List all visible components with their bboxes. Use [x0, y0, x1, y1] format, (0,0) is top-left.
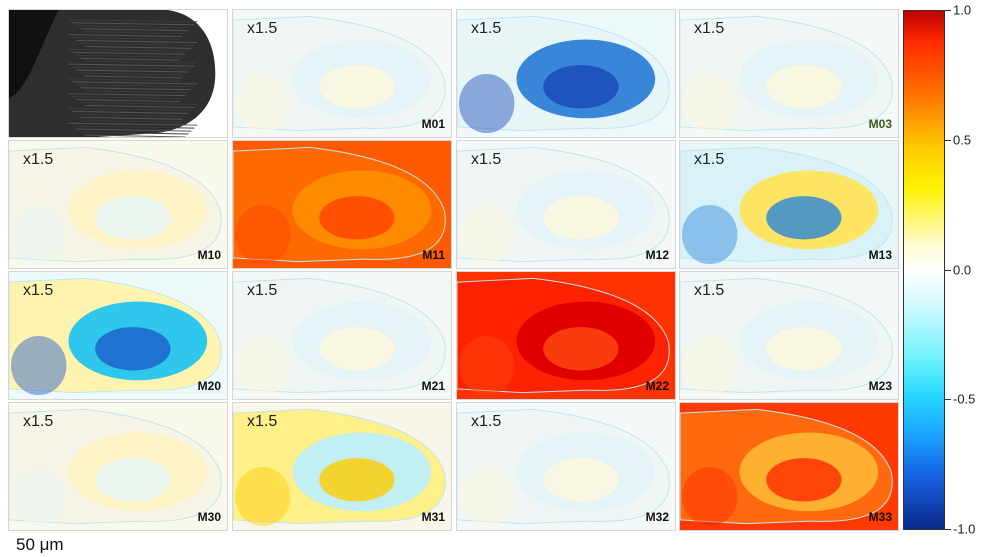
- polarization-map: [680, 277, 893, 396]
- scale-factor-label: x1.5: [247, 20, 278, 37]
- panel-m03: x1.5 M03: [679, 9, 899, 138]
- polarization-map: [680, 408, 893, 527]
- panel-m23: x1.5 M23: [679, 271, 899, 400]
- polarization-map: [457, 15, 670, 134]
- panel-micrograph: [8, 9, 228, 138]
- scale-factor-label: x1.5: [471, 151, 502, 168]
- micrograph-image: [9, 10, 216, 137]
- scale-bar-label: 50 μm: [16, 535, 64, 554]
- polarization-map: [233, 408, 446, 527]
- polarization-map: [457, 277, 670, 396]
- polarization-map: [680, 146, 893, 265]
- colorbar-tick-label: 1.0: [953, 2, 972, 18]
- polarization-map: [9, 408, 222, 527]
- scale-factor-label: x1.5: [247, 413, 278, 430]
- polarization-map: [233, 146, 446, 265]
- panel-label: M30: [197, 510, 221, 524]
- colorbar-tick: [945, 269, 951, 271]
- panel-m12: x1.5 M12: [456, 140, 676, 269]
- panel-label: M13: [868, 248, 892, 262]
- polarization-map: [9, 146, 222, 265]
- polarization-map: [457, 408, 670, 527]
- panel-label: M33: [868, 510, 892, 524]
- panel-label: M23: [868, 379, 892, 393]
- scale-factor-label: x1.5: [694, 151, 725, 168]
- panel-label: M01: [421, 117, 445, 131]
- panel-m32: x1.5 M32: [456, 402, 676, 531]
- panel-label: M10: [197, 248, 221, 262]
- panel-label: M12: [645, 248, 669, 262]
- scale-factor-label: x1.5: [694, 282, 725, 299]
- scale-factor-label: x1.5: [23, 282, 54, 299]
- panel-m02: x1.5: [456, 9, 676, 138]
- colorbar-tick: [945, 529, 951, 530]
- scale-factor-label: x1.5: [23, 413, 54, 430]
- panel-label: M22: [645, 379, 669, 393]
- scale-factor-label: x1.5: [247, 282, 278, 299]
- polarization-map: [680, 15, 893, 134]
- panel-m20: x1.5 M20: [8, 271, 228, 400]
- panel-label: M03: [868, 117, 892, 131]
- panel-m30: x1.5 M30: [8, 402, 228, 531]
- panel-m31: x1.5 M31: [232, 402, 452, 531]
- panel-m10: x1.5 M10: [8, 140, 228, 269]
- scale-factor-label: x1.5: [694, 20, 725, 37]
- colorbar: [903, 10, 945, 530]
- scale-factor-label: x1.5: [471, 20, 502, 37]
- panel-label: M31: [421, 510, 445, 524]
- scale-factor-label: x1.5: [471, 413, 502, 430]
- colorbar-tick: [945, 399, 951, 401]
- polarization-map: [457, 146, 670, 265]
- panel-m13: x1.5 M13: [679, 140, 899, 269]
- colorbar-tick-label: -1.0: [953, 521, 976, 537]
- panel-m21: x1.5 M21: [232, 271, 452, 400]
- panel-label: M11: [422, 248, 445, 262]
- colorbar-tick: [945, 139, 951, 141]
- colorbar-tick-label: -0.5: [953, 391, 976, 407]
- colorbar-tick-label: 0.0: [953, 262, 972, 277]
- colorbar-tick-label: 0.5: [953, 132, 972, 148]
- polarization-map: [233, 277, 446, 396]
- polarization-map: [9, 277, 222, 396]
- panel-m01: x1.5 M01: [232, 9, 452, 138]
- panel-label: M20: [197, 379, 221, 393]
- polarization-map: [233, 15, 446, 134]
- panel-m33: M33: [679, 402, 899, 531]
- scale-factor-label: x1.5: [23, 151, 54, 168]
- panel-m11: M11: [232, 140, 452, 269]
- panel-label: M32: [645, 510, 669, 524]
- colorbar-tick: [945, 10, 951, 11]
- panel-label: M21: [421, 379, 445, 393]
- panel-m22: M22: [456, 271, 676, 400]
